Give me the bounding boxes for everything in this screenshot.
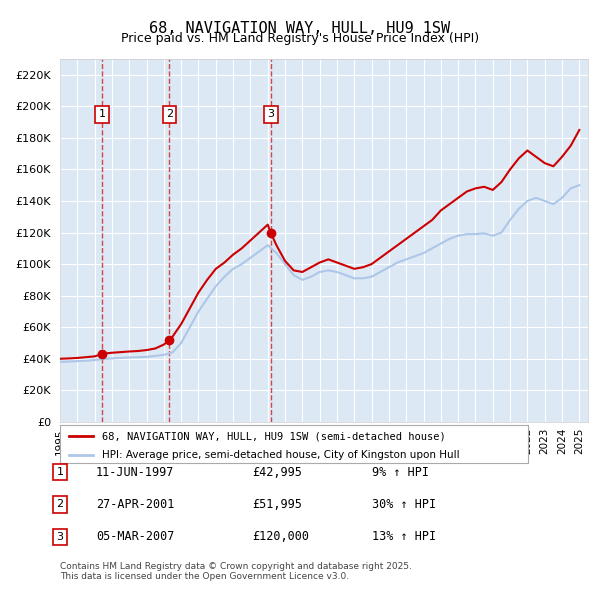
Text: 05-MAR-2007: 05-MAR-2007 <box>96 530 175 543</box>
Text: 30% ↑ HPI: 30% ↑ HPI <box>372 498 436 511</box>
Text: 1: 1 <box>99 109 106 119</box>
Text: 3: 3 <box>56 532 64 542</box>
Text: 3: 3 <box>267 109 274 119</box>
Text: 68, NAVIGATION WAY, HULL, HU9 1SW: 68, NAVIGATION WAY, HULL, HU9 1SW <box>149 21 451 35</box>
Text: 11-JUN-1997: 11-JUN-1997 <box>96 466 175 478</box>
Text: 68, NAVIGATION WAY, HULL, HU9 1SW (semi-detached house): 68, NAVIGATION WAY, HULL, HU9 1SW (semi-… <box>102 431 446 441</box>
Text: 2: 2 <box>166 109 173 119</box>
Text: 13% ↑ HPI: 13% ↑ HPI <box>372 530 436 543</box>
Text: Price paid vs. HM Land Registry's House Price Index (HPI): Price paid vs. HM Land Registry's House … <box>121 32 479 45</box>
Text: HPI: Average price, semi-detached house, City of Kingston upon Hull: HPI: Average price, semi-detached house,… <box>102 451 460 460</box>
Text: £120,000: £120,000 <box>252 530 309 543</box>
Text: Contains HM Land Registry data © Crown copyright and database right 2025.
This d: Contains HM Land Registry data © Crown c… <box>60 562 412 581</box>
Text: £42,995: £42,995 <box>252 466 302 478</box>
Text: 27-APR-2001: 27-APR-2001 <box>96 498 175 511</box>
Text: 2: 2 <box>56 500 64 509</box>
Text: £51,995: £51,995 <box>252 498 302 511</box>
Text: 9% ↑ HPI: 9% ↑ HPI <box>372 466 429 478</box>
Text: 1: 1 <box>56 467 64 477</box>
